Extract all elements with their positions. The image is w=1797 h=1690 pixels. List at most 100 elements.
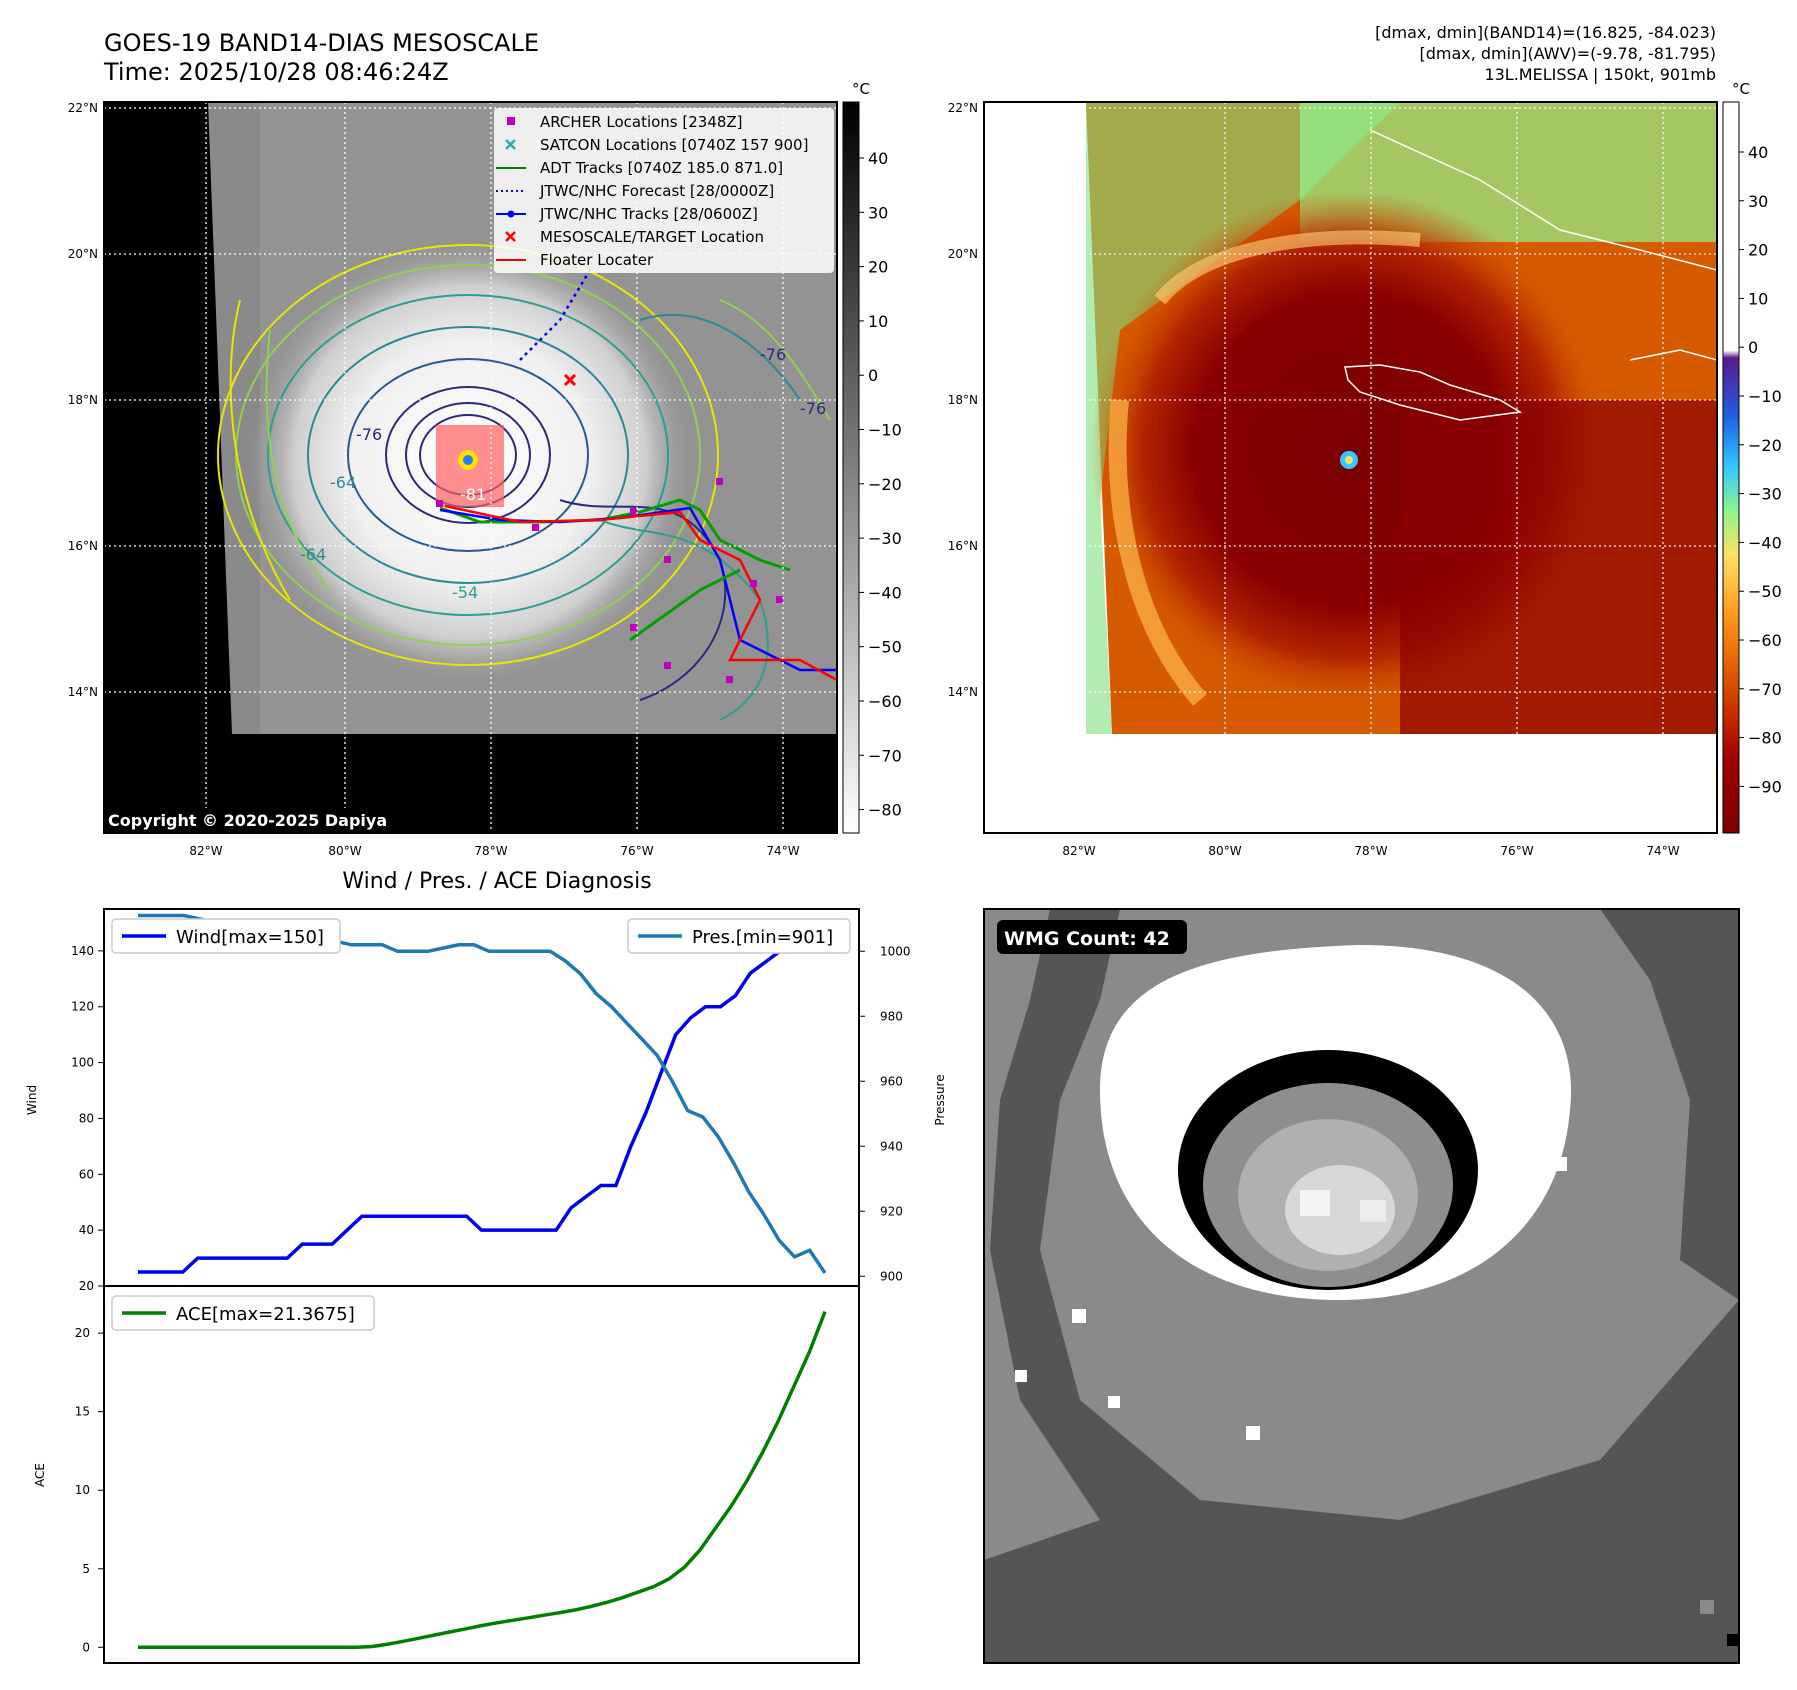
ace-axis-label: ACE [33, 1463, 47, 1487]
ace-legend: ACE[max=21.3675] [111, 1295, 375, 1331]
pressure-tick-label: 1000 [880, 944, 911, 958]
target-location-marker [563, 373, 577, 387]
copyright-text: Copyright © 2020-2025 Dapiya [108, 811, 387, 830]
colorbar-tick-label: −80 [868, 801, 902, 820]
wind-axis-label: Wind [25, 1085, 39, 1115]
colorbar-tick-label: −50 [868, 638, 902, 657]
wind-tick-label: 140 [71, 944, 94, 958]
lon-tick-label: 80°W [1208, 844, 1241, 858]
wmg-panel: WMG Count: 42 [984, 909, 1739, 1663]
colorbar-tick-label: −20 [1748, 436, 1782, 455]
colorbar-tick-label: 30 [868, 203, 888, 222]
colorbar-tick-label: −30 [1748, 485, 1782, 504]
lon-tick-label: 76°W [1500, 844, 1533, 858]
contour-label: -81 [460, 485, 486, 504]
ace-chart: 0 5 10 15 20 ACE ACE[max=21.3675] [33, 1285, 860, 1664]
legend-label: MESOSCALE/TARGET Location [540, 228, 764, 246]
wind-tick-label: 40 [79, 1223, 94, 1237]
legend-entry: JTWC/NHC Tracks [28/0600Z] [496, 205, 758, 223]
figure-time: Time: 2025/10/28 08:46:24Z [103, 58, 449, 86]
contour-label: -54 [452, 583, 478, 602]
ace-series-line [138, 1310, 827, 1650]
colorbar-tick-label: −70 [1748, 680, 1782, 699]
lat-tick-label: 16°N [68, 539, 98, 553]
pressure-axis-label: Pressure [933, 1074, 947, 1125]
ace-tick-label: 0 [82, 1640, 90, 1654]
colorbar-tick-label: 10 [868, 312, 888, 331]
pressure-tick-label: 980 [880, 1009, 903, 1023]
ace-tick-label: 15 [75, 1405, 90, 1419]
colorbar-tick-label: −90 [1748, 777, 1782, 796]
legend-entry: MESOSCALE/TARGET Location [505, 228, 764, 246]
pressure-tick-label: 960 [880, 1074, 903, 1088]
lon-tick-label: 82°W [189, 844, 222, 858]
contour-label: -76 [760, 345, 786, 364]
legend-entry: JTWC/NHC Forecast [28/0000Z] [496, 182, 774, 200]
ir-map-panel: -76 -64 -54 -76 -64 -76 -81 ARCHER Locat… [104, 102, 837, 833]
ace-legend-label: ACE[max=21.3675] [176, 1304, 355, 1325]
pressure-tick-label: 940 [880, 1139, 903, 1153]
lat-tick-label: 22°N [948, 101, 978, 115]
figure-title: GOES-19 BAND14-DIAS MESOSCALE [104, 29, 539, 57]
colorbar-tick-label: −70 [868, 746, 902, 765]
lon-tick-label: 76°W [620, 844, 653, 858]
lat-tick-label: 20°N [68, 247, 98, 261]
contour-label: -76 [800, 399, 826, 418]
wind-tick-label: 80 [79, 1111, 94, 1125]
legend-label: JTWC/NHC Forecast [28/0000Z] [539, 182, 774, 200]
legend-label: ARCHER Locations [2348Z] [540, 113, 743, 131]
colorbar-tick-label: 30 [1748, 192, 1768, 211]
lat-tick-label: 22°N [68, 101, 98, 115]
diagnosis-title: Wind / Pres. / ACE Diagnosis [342, 869, 651, 894]
legend-label: JTWC/NHC Tracks [28/0600Z] [539, 205, 758, 223]
colorbar-tick-label: −60 [1748, 631, 1782, 650]
colorbar-tick-label: −40 [1748, 533, 1782, 552]
pressure-tick-label: 920 [880, 1204, 903, 1218]
wind-legend: Wind[max=150] [111, 918, 341, 954]
wmg-count-badge: WMG Count: 42 [997, 920, 1187, 954]
legend-label: SATCON Locations [0740Z 157 900] [540, 136, 808, 154]
contour-label: -64 [300, 545, 326, 564]
colorbar-tick-label: −30 [868, 529, 902, 548]
wmg-count-label: WMG Count: 42 [1004, 928, 1170, 950]
copyright-badge: Copyright © 2020-2025 Dapiya [104, 808, 414, 833]
info-awv: [dmax, dmin](AWV)=(-9.78, -81.795) [1419, 44, 1716, 63]
map-legend: ARCHER Locations [2348Z] SATCON Locations… [494, 108, 834, 273]
wind-legend-label: Wind[max=150] [176, 927, 324, 948]
jamaica-coastline [1344, 364, 1523, 421]
colorbar-tick-label: 40 [868, 149, 888, 168]
legend-entry: Floater Locater [496, 251, 654, 269]
colorbar-tick-label: −60 [868, 692, 902, 711]
legend-swatch [507, 117, 515, 125]
pressure-legend: Pres.[min=901] [627, 918, 851, 954]
legend-entry: SATCON Locations [0740Z 157 900] [505, 136, 808, 154]
colorbar-unit: °C [1732, 80, 1750, 98]
legend-entry: ADT Tracks [0740Z 185.0 871.0] [496, 159, 783, 177]
ace-tick-label: 5 [82, 1562, 90, 1576]
colorbar-tick-label: 20 [868, 258, 888, 277]
colorbar-tick-label: −80 [1748, 729, 1782, 748]
colorbar-tick-label: 10 [1748, 289, 1768, 308]
colorbar-tick-label: 0 [868, 366, 878, 385]
colorbar-tick-label: 40 [1748, 143, 1768, 162]
lat-tick-label: 14°N [68, 685, 98, 699]
lon-tick-label: 74°W [766, 844, 799, 858]
colorbar-unit: °C [852, 80, 870, 98]
wind-tick-label: 120 [71, 1000, 94, 1014]
colorbar-tick-label: 20 [1748, 241, 1768, 260]
color-ir-map-panel [984, 102, 1717, 833]
wind-tick-label: 60 [79, 1167, 94, 1181]
contour-label: -76 [356, 425, 382, 444]
legend-label: ADT Tracks [0740Z 185.0 871.0] [540, 159, 783, 177]
colorbar-grayscale: °C 40 30 20 10 0 −10 −20 −30 −40 −50 −60 −70 −80 [842, 80, 902, 834]
lon-tick-label: 80°W [328, 844, 361, 858]
pressure-tick-label: 900 [880, 1269, 903, 1283]
legend-entry: ARCHER Locations [2348Z] [507, 113, 743, 131]
colorbar-temperature: °C 40 30 20 10 0 −10 −20 −30 −40 −50 −60 −70 −80 −90 [1722, 80, 1782, 834]
info-storm: 13L.MELISSA | 150kt, 901mb [1484, 65, 1716, 84]
pressure-legend-label: Pres.[min=901] [692, 927, 833, 948]
ace-tick-label: 10 [75, 1483, 90, 1497]
colorbar-tick-label: −20 [868, 475, 902, 494]
lon-tick-label: 78°W [1354, 844, 1387, 858]
